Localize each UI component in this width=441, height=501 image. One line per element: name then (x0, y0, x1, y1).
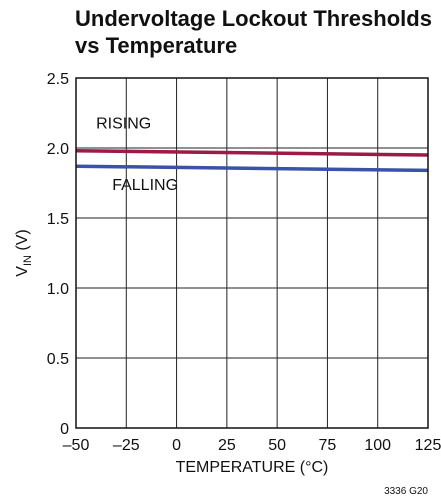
x-axis-label: TEMPERATURE (°C) (176, 459, 329, 476)
series-line-falling (75, 164, 429, 173)
y-tick-label-0: 0 (60, 421, 69, 438)
plot-frame (75, 77, 429, 429)
y-axis-label-unit: (V) (14, 229, 31, 255)
series-label-falling: FALLING (112, 177, 178, 194)
y-tick-label-1: 0.5 (47, 351, 69, 368)
x-tick-label-6: 100 (364, 437, 391, 454)
tick-labels: –50 –25 0 25 50 75 100 125 0 0.5 1.0 1.5 2.0 2.5 (47, 71, 441, 454)
y-axis-label-main: V (14, 266, 31, 277)
series-line-rising (75, 149, 429, 157)
y-axis-label: VIN (V) (14, 229, 34, 276)
x-tick-label-2: 0 (172, 437, 181, 454)
y-tick-label-5: 2.5 (47, 71, 69, 88)
y-tick-label-2: 1.0 (47, 281, 69, 298)
x-tick-label-7: 125 (415, 437, 441, 454)
x-tick-label-1: –25 (113, 437, 140, 454)
x-tick-label-4: 50 (268, 437, 286, 454)
figure-id: 3336 G20 (384, 486, 428, 497)
x-tick-label-3: 25 (218, 437, 236, 454)
x-tick-label-0: –50 (63, 437, 90, 454)
y-axis-label-sub: IN (22, 255, 34, 266)
y-tick-label-3: 1.5 (47, 211, 69, 228)
y-tick-label-4: 2.0 (47, 141, 69, 158)
chart-title-line-2: vs Temperature (75, 33, 237, 58)
annotations: RISING FALLING (96, 115, 178, 194)
series-label-rising: RISING (96, 115, 151, 132)
chart-title-line-1: Undervoltage Lockout Thresholds (75, 6, 432, 31)
series-layer (75, 149, 429, 173)
x-tick-label-5: 75 (319, 437, 337, 454)
